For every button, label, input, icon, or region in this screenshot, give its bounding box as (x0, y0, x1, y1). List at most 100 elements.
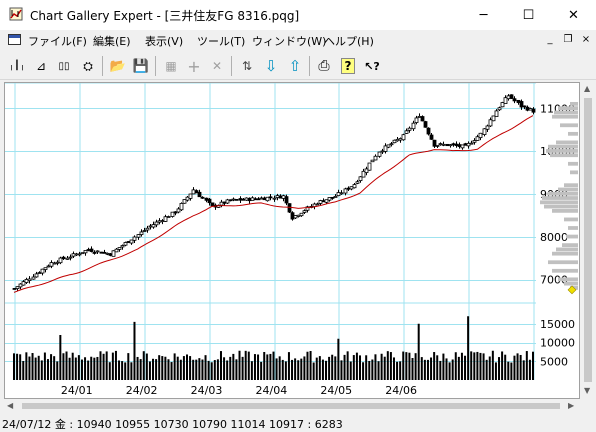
line-chart-button[interactable]: ⊿ (30, 55, 52, 77)
price-tick-label: 7000 (540, 274, 568, 287)
candle-body (349, 186, 354, 190)
candle-body (407, 127, 412, 131)
mdi-minimize-button[interactable]: _ (547, 34, 553, 45)
vertical-scroll-thumb[interactable] (584, 98, 592, 382)
volume-bar (130, 362, 133, 380)
candle-body (445, 143, 450, 147)
scroll-up-arrow[interactable]: ▲ (584, 84, 591, 93)
volume-bar (43, 352, 46, 380)
volume-bar (247, 351, 250, 380)
menu-view[interactable]: 表示(V) (145, 35, 184, 48)
volume-bar (325, 360, 328, 380)
volume-tick-label: 15000 (540, 318, 575, 331)
volume-bar (436, 355, 439, 380)
candle-body (315, 203, 320, 206)
menu-window[interactable]: ウィンドウ(W) (252, 35, 327, 48)
volume-bar (80, 359, 83, 380)
candle-body (370, 159, 375, 163)
horizontal-scrollbar[interactable]: ◀ ▶ (4, 399, 580, 413)
document-icon[interactable] (8, 34, 21, 45)
candle-body (488, 119, 493, 127)
candle-body (126, 241, 131, 243)
volume-bar (244, 350, 247, 380)
candle-body (531, 108, 536, 113)
help-button[interactable]: ? (337, 55, 359, 77)
menu-file[interactable]: ファイル(F) (28, 35, 87, 48)
volume-profile-bar (548, 191, 578, 196)
candle-body (241, 198, 246, 201)
date-tick-label: 24/04 (256, 384, 288, 397)
volume-bar (383, 356, 386, 380)
horizontal-scroll-thumb[interactable] (22, 403, 560, 409)
properties-button[interactable]: ▦ (160, 55, 182, 77)
minimize-button[interactable]: ─ (479, 7, 488, 23)
candle-body (482, 128, 487, 135)
candle-body (40, 268, 45, 274)
candle-body (111, 250, 116, 257)
candle-body (222, 201, 227, 204)
volume-tick-label: 5000 (540, 355, 568, 368)
print-button[interactable]: ⎙ (313, 55, 335, 77)
candle-body (435, 144, 440, 147)
menu-tools[interactable]: ツール(T) (197, 35, 246, 48)
candle-body (463, 143, 468, 146)
candle-body (250, 197, 255, 201)
dual-chart-button[interactable]: ▯▯ (53, 55, 75, 77)
volume-bar (485, 359, 488, 380)
candle-body (259, 197, 264, 200)
help-icon: ? (340, 58, 356, 74)
candle-body (52, 262, 57, 265)
volume-bar (232, 353, 235, 380)
candle-body (55, 261, 60, 264)
candle-body (129, 239, 134, 244)
volume-bar (501, 351, 504, 380)
scroll-left-arrow[interactable]: ◀ (7, 401, 14, 410)
save-disk-icon: 💾 (132, 58, 150, 74)
candle-body (102, 251, 107, 254)
add-button[interactable]: + (183, 55, 205, 77)
candle-body (120, 245, 125, 248)
volume-bar (40, 360, 43, 380)
scroll-right-arrow[interactable]: ▶ (568, 401, 575, 410)
delete-button[interactable]: ✕ (206, 55, 228, 77)
candle-body (509, 94, 514, 99)
volume-bar (426, 359, 429, 380)
volume-bar (25, 352, 28, 380)
menu-edit[interactable]: 編集(E) (93, 35, 131, 48)
volume-bar (266, 354, 269, 380)
candle-body (108, 253, 113, 256)
vertical-scrollbar[interactable]: ▲ ▼ (580, 82, 596, 399)
mdi-restore-button[interactable]: ❐ (563, 34, 573, 45)
close-button[interactable]: ✕ (568, 7, 579, 23)
candle-body (92, 252, 97, 254)
scale-button[interactable]: ⇅ (236, 55, 258, 77)
search-button[interactable]: ⛭ (77, 55, 99, 77)
move-down-button[interactable]: ⇩ (260, 55, 282, 77)
volume-bar (235, 359, 238, 380)
candle-body (132, 236, 137, 241)
open-button[interactable]: 📂 (107, 55, 129, 77)
volume-profile-bar (556, 247, 578, 252)
candle-body (160, 220, 165, 222)
candle-chart-button[interactable]: ╷┃╷ (6, 55, 28, 77)
context-help-button[interactable]: ↖? (361, 55, 383, 77)
scroll-down-arrow[interactable]: ▼ (584, 386, 591, 395)
candle-body (373, 155, 378, 161)
candle-body (343, 188, 348, 194)
volume-bar (362, 362, 365, 380)
candle-body (166, 216, 171, 218)
candle-body (528, 108, 533, 111)
move-up-button[interactable]: ⇧ (284, 55, 306, 77)
candle-body (321, 200, 326, 203)
maximize-button[interactable]: ☐ (522, 7, 535, 23)
candle-body (380, 150, 385, 153)
candle-body (86, 249, 91, 251)
candle-body (278, 195, 283, 199)
menu-help[interactable]: ヘルプ(H) (324, 35, 374, 48)
chart-area[interactable]: 70008000900010000110005000100001500024/0… (4, 82, 580, 399)
mdi-close-button[interactable]: × (581, 34, 591, 45)
save-button[interactable]: 💾 (130, 55, 152, 77)
volume-profile-bar (558, 277, 578, 282)
candlestick-chart[interactable]: 70008000900010000110005000100001500024/0… (5, 83, 579, 398)
volume-bar (414, 353, 417, 380)
